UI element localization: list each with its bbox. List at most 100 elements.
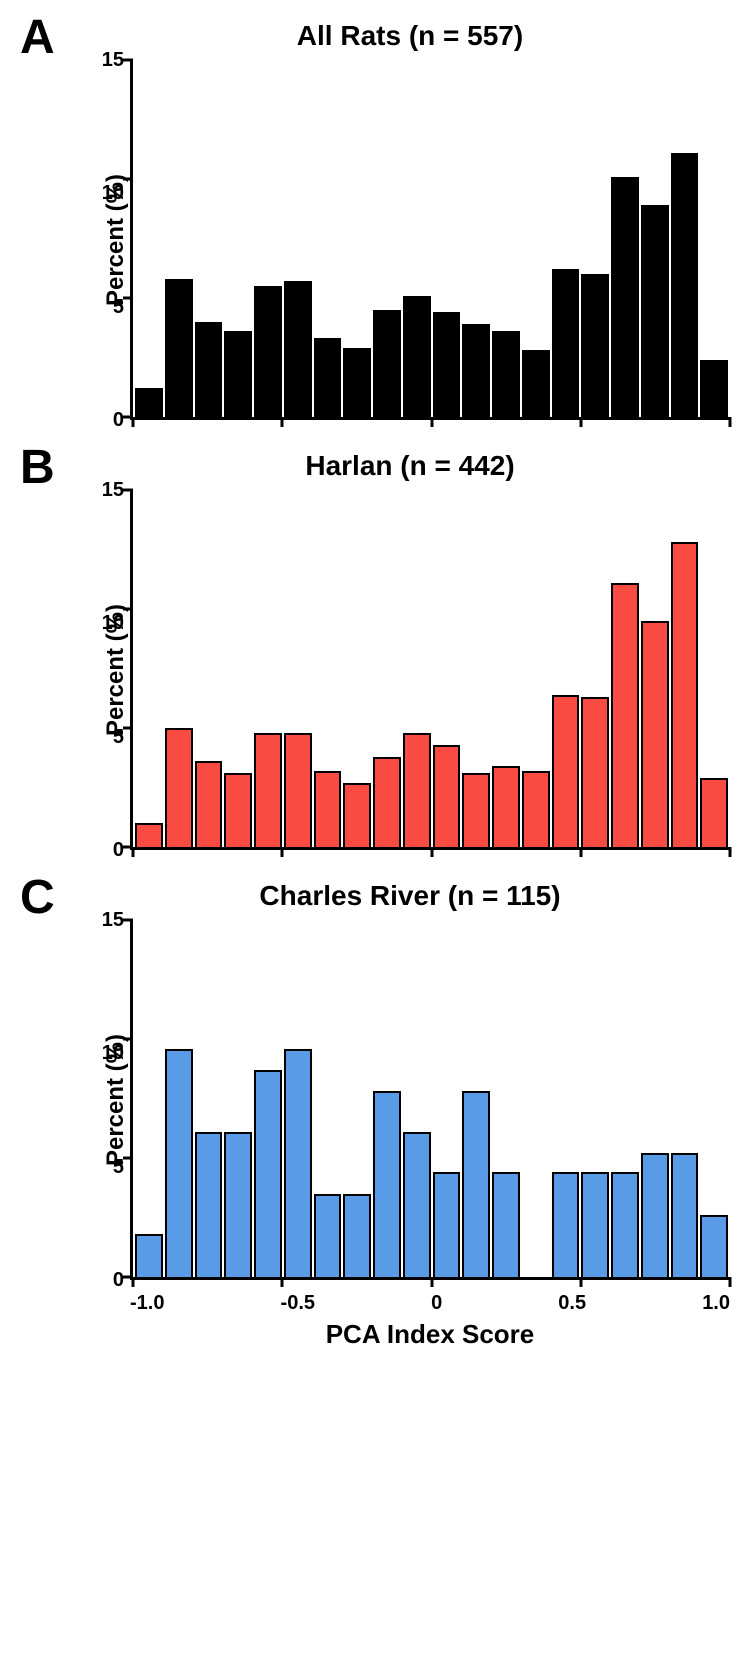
panel-letter: C bbox=[20, 870, 55, 925]
bar bbox=[581, 274, 609, 417]
x-tick-mark bbox=[729, 1277, 732, 1287]
x-tick-mark bbox=[729, 847, 732, 857]
bar bbox=[224, 331, 252, 417]
bar bbox=[314, 771, 342, 847]
y-tick-mark bbox=[123, 919, 133, 922]
plot-area bbox=[130, 920, 730, 1280]
bar bbox=[641, 621, 669, 847]
bar bbox=[165, 1049, 193, 1277]
y-tick-label: 10 bbox=[102, 183, 124, 203]
bar bbox=[611, 1172, 639, 1277]
plot-area bbox=[130, 60, 730, 420]
bar bbox=[492, 766, 520, 847]
bar bbox=[641, 205, 669, 417]
y-tick-marks bbox=[123, 920, 133, 1277]
x-tick-mark bbox=[132, 847, 135, 857]
y-tick-label: 15 bbox=[102, 480, 124, 500]
bar bbox=[462, 324, 490, 417]
bar bbox=[373, 757, 401, 847]
bar bbox=[403, 296, 431, 417]
x-tick-mark bbox=[430, 417, 433, 427]
y-tick-label: 15 bbox=[102, 50, 124, 70]
bar bbox=[165, 279, 193, 417]
x-tick-mark bbox=[132, 417, 135, 427]
bar bbox=[403, 1132, 431, 1277]
bar bbox=[224, 1132, 252, 1277]
y-tick-marks bbox=[123, 490, 133, 847]
bar bbox=[343, 348, 371, 417]
y-tick-mark bbox=[123, 297, 133, 300]
bar bbox=[314, 1194, 342, 1277]
panel-title: Charles River (n = 115) bbox=[50, 880, 730, 912]
y-tick-mark bbox=[123, 1157, 133, 1160]
y-tick-marks bbox=[123, 60, 133, 417]
bar bbox=[433, 312, 461, 417]
bar bbox=[135, 823, 163, 847]
bar bbox=[671, 153, 699, 417]
bar bbox=[224, 773, 252, 847]
bar bbox=[343, 783, 371, 847]
bar bbox=[254, 733, 282, 847]
panel-letter: B bbox=[20, 440, 55, 495]
bar bbox=[433, 745, 461, 847]
bar bbox=[552, 695, 580, 847]
bar bbox=[492, 331, 520, 417]
chart-container: Percent (%)151050 bbox=[50, 60, 730, 420]
bar bbox=[373, 310, 401, 417]
bar bbox=[254, 286, 282, 417]
bar bbox=[373, 1091, 401, 1277]
bar bbox=[581, 1172, 609, 1277]
bar bbox=[522, 350, 550, 417]
plot-area bbox=[130, 490, 730, 850]
chart-container: Percent (%)151050 bbox=[50, 920, 730, 1280]
bar bbox=[195, 761, 223, 847]
bars bbox=[133, 920, 730, 1277]
x-tick-label: 1.0 bbox=[702, 1292, 730, 1315]
y-tick-mark bbox=[123, 727, 133, 730]
bar bbox=[700, 360, 728, 417]
bar bbox=[700, 1215, 728, 1277]
x-tick-label: -0.5 bbox=[281, 1292, 315, 1315]
x-tick-mark bbox=[281, 417, 284, 427]
y-tick-mark bbox=[123, 1038, 133, 1041]
panel-a: AAll Rats (n = 557)Percent (%)151050 bbox=[20, 20, 730, 420]
y-tick-label: 15 bbox=[102, 910, 124, 930]
bar bbox=[195, 322, 223, 417]
x-tick-mark bbox=[281, 1277, 284, 1287]
x-ticks: -1.0-0.500.51.0 bbox=[50, 1292, 730, 1315]
bar bbox=[462, 773, 490, 847]
bar bbox=[611, 177, 639, 417]
x-tick-mark bbox=[579, 417, 582, 427]
x-tick-marks bbox=[133, 417, 730, 427]
bar bbox=[462, 1091, 490, 1277]
x-axis-label: PCA Index Score bbox=[50, 1319, 730, 1350]
y-tick-mark bbox=[123, 608, 133, 611]
x-tick-mark bbox=[579, 1277, 582, 1287]
x-tick-label: -1.0 bbox=[130, 1292, 164, 1315]
bar bbox=[135, 1234, 163, 1277]
panel-letter: A bbox=[20, 10, 55, 65]
y-tick-mark bbox=[123, 489, 133, 492]
bar bbox=[552, 269, 580, 417]
x-tick-mark bbox=[729, 417, 732, 427]
y-tick-label: 10 bbox=[102, 1043, 124, 1063]
bar bbox=[522, 771, 550, 847]
y-tick-label: 10 bbox=[102, 613, 124, 633]
x-tick-marks bbox=[133, 847, 730, 857]
x-tick-marks bbox=[133, 1277, 730, 1287]
panel-b: BHarlan (n = 442)Percent (%)151050 bbox=[20, 450, 730, 850]
bar bbox=[254, 1070, 282, 1277]
x-tick-mark bbox=[579, 847, 582, 857]
x-tick-mark bbox=[132, 1277, 135, 1287]
bar bbox=[581, 697, 609, 847]
bars bbox=[133, 60, 730, 417]
x-tick-mark bbox=[430, 847, 433, 857]
x-tick-label: 0.5 bbox=[558, 1292, 586, 1315]
bar bbox=[135, 388, 163, 417]
bar bbox=[552, 1172, 580, 1277]
bar bbox=[700, 778, 728, 847]
y-tick-mark bbox=[123, 178, 133, 181]
x-tick-mark bbox=[430, 1277, 433, 1287]
panel-c: CCharles River (n = 115)Percent (%)15105… bbox=[20, 880, 730, 1350]
bar bbox=[611, 583, 639, 847]
